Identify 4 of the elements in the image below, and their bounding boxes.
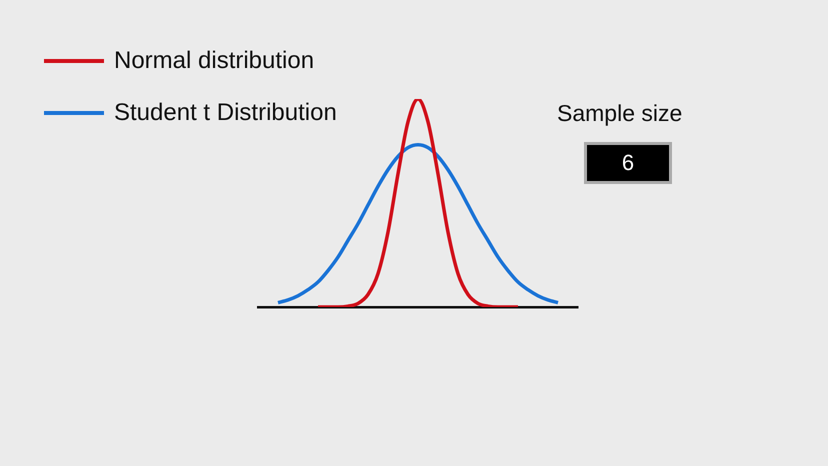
text: 6 — [584, 142, 672, 184]
legend-label: Normal distribution — [114, 47, 314, 75]
annotation: Sample size — [557, 100, 682, 127]
legend-label: Student t Distribution — [114, 99, 337, 127]
